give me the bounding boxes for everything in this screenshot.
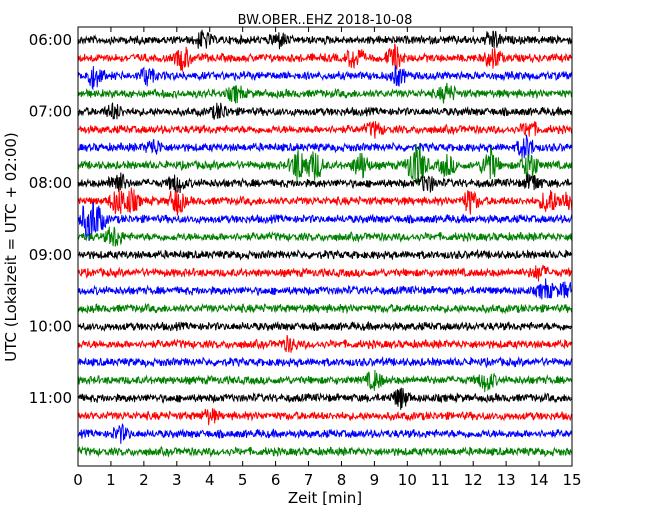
seismic-trace-1000 xyxy=(77,320,573,333)
seismic-trace-0730 xyxy=(77,134,573,159)
seismic-trace-0930 xyxy=(77,278,573,300)
seismic-trace-1015 xyxy=(77,334,573,353)
seismic-trace-0645 xyxy=(77,82,573,104)
trace-group xyxy=(77,29,573,458)
x-tick-label: 8 xyxy=(337,471,347,489)
seismic-trace-0615 xyxy=(77,43,573,73)
x-tick-label: 6 xyxy=(271,471,281,489)
seismic-trace-0745 xyxy=(77,143,573,186)
seismic-trace-0700 xyxy=(77,102,573,120)
y-tick-label: 09:00 xyxy=(29,246,72,264)
x-tick-label: 4 xyxy=(205,471,215,489)
x-tick-label: 3 xyxy=(172,471,182,489)
x-tick-label: 15 xyxy=(562,471,581,489)
x-tick-label: 7 xyxy=(304,471,314,489)
y-axis-label: UTC (Lokalzeit = UTC + 02:00) xyxy=(2,132,20,362)
x-tick-label: 2 xyxy=(139,471,149,489)
y-tick-label: 11:00 xyxy=(29,389,72,407)
y-tick-label: 07:00 xyxy=(29,103,72,121)
y-tick-label: 08:00 xyxy=(29,174,72,192)
x-tick-label: 12 xyxy=(464,471,483,489)
seismic-trace-0715 xyxy=(77,121,573,139)
seismic-trace-0915 xyxy=(77,264,573,282)
x-tick-label: 0 xyxy=(73,471,83,489)
x-tick-label: 10 xyxy=(398,471,417,489)
chart-title: BW.OBER..EHZ 2018-10-08 xyxy=(238,13,413,28)
seismic-trace-1100 xyxy=(77,387,573,410)
seismic-trace-1145 xyxy=(77,445,573,458)
x-tick-label: 14 xyxy=(530,471,549,489)
y-tick-label: 06:00 xyxy=(29,31,72,49)
seismic-trace-0600 xyxy=(77,29,573,50)
x-tick-label: 1 xyxy=(106,471,116,489)
x-tick-label: 11 xyxy=(431,471,450,489)
x-tick-label: 13 xyxy=(497,471,516,489)
seismic-trace-1130 xyxy=(77,422,573,444)
x-axis: 0 1 2 3 4 5 6 7 8 9 10 11 12 13 14 15 xyxy=(73,27,582,489)
seismic-trace-0800 xyxy=(77,172,573,194)
seismic-trace-1045 xyxy=(77,369,573,393)
seismic-trace-0815 xyxy=(77,187,573,216)
seismic-trace-0830 xyxy=(77,201,573,242)
seismic-trace-0630 xyxy=(77,64,573,91)
y-tick-label: 10:00 xyxy=(29,317,72,335)
seismic-trace-0945 xyxy=(77,302,573,315)
x-tick-label: 5 xyxy=(238,471,248,489)
seismic-trace-0900 xyxy=(77,248,573,261)
seismic-trace-0845 xyxy=(77,226,573,247)
seismic-trace-1030 xyxy=(77,356,573,369)
plot-frame xyxy=(77,26,573,467)
y-axis: 06:00 07:00 08:00 09:00 10:00 11:00 xyxy=(29,31,572,407)
seismic-trace-1115 xyxy=(77,408,573,426)
x-axis-label: Zeit [min] xyxy=(288,489,362,507)
x-tick-label: 9 xyxy=(370,471,380,489)
